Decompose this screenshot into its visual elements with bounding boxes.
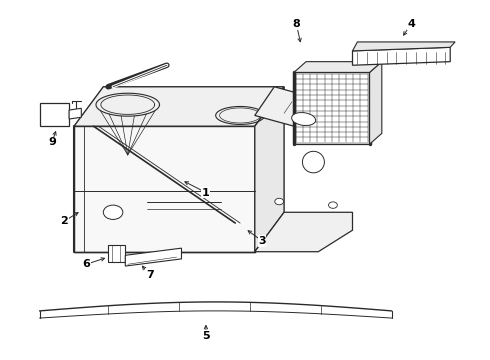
Ellipse shape bbox=[275, 198, 284, 205]
Text: 3: 3 bbox=[258, 236, 266, 246]
Ellipse shape bbox=[292, 113, 316, 126]
Text: 1: 1 bbox=[202, 188, 210, 198]
Polygon shape bbox=[255, 212, 352, 252]
Text: 5: 5 bbox=[202, 331, 210, 341]
Text: 4: 4 bbox=[407, 19, 415, 29]
Polygon shape bbox=[294, 72, 369, 144]
Polygon shape bbox=[108, 244, 125, 262]
Polygon shape bbox=[255, 87, 352, 137]
Text: 8: 8 bbox=[293, 19, 300, 29]
Polygon shape bbox=[69, 108, 81, 119]
Ellipse shape bbox=[302, 151, 324, 173]
Text: 6: 6 bbox=[82, 259, 90, 269]
Polygon shape bbox=[40, 103, 69, 126]
Polygon shape bbox=[74, 87, 284, 126]
Text: 2: 2 bbox=[60, 216, 68, 226]
Polygon shape bbox=[255, 87, 284, 252]
Polygon shape bbox=[369, 62, 382, 144]
Polygon shape bbox=[125, 248, 181, 266]
Text: 7: 7 bbox=[146, 270, 153, 280]
Polygon shape bbox=[74, 126, 255, 252]
Text: 9: 9 bbox=[48, 138, 56, 147]
Polygon shape bbox=[352, 47, 450, 65]
Ellipse shape bbox=[103, 205, 123, 220]
Polygon shape bbox=[294, 62, 382, 72]
Polygon shape bbox=[352, 42, 455, 51]
Ellipse shape bbox=[329, 202, 337, 208]
